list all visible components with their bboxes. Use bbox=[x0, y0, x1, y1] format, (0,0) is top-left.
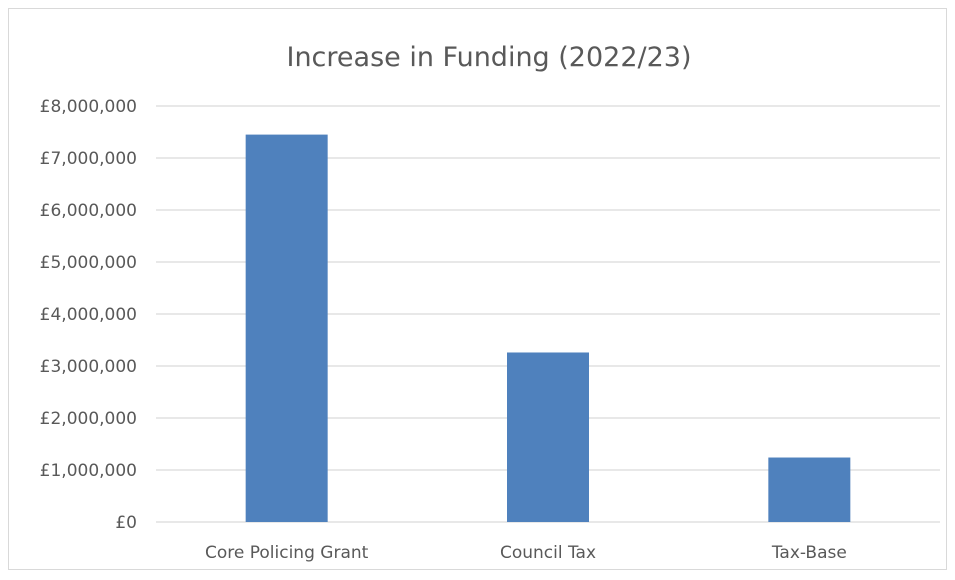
y-tick-label-2: £2,000,000 bbox=[40, 409, 137, 429]
y-tick-label-4: £4,000,000 bbox=[40, 305, 137, 325]
y-tick-label-1: £1,000,000 bbox=[40, 461, 137, 481]
y-tick-label-5: £5,000,000 bbox=[40, 253, 137, 273]
category-label-1: Council Tax bbox=[500, 543, 596, 563]
chart-title: Increase in Funding (2022/23) bbox=[286, 42, 691, 73]
y-tick-label-6: £6,000,000 bbox=[40, 201, 137, 221]
bar-1 bbox=[507, 352, 589, 522]
y-tick-label-7: £7,000,000 bbox=[40, 149, 137, 169]
bar-0 bbox=[245, 134, 328, 522]
bars bbox=[245, 134, 851, 522]
y-axis-tick-labels: £0 £1,000,000 £2,000,000 £3,000,000 £4,000,0… bbox=[40, 97, 137, 533]
y-tick-label-3: £3,000,000 bbox=[40, 357, 137, 377]
bar-2 bbox=[768, 457, 851, 522]
category-label-2: Tax-Base bbox=[771, 543, 847, 563]
category-label-0: Core Policing Grant bbox=[205, 543, 369, 563]
y-tick-label-8: £8,000,000 bbox=[40, 97, 137, 117]
x-axis-category-labels: Core Policing Grant Council Tax Tax-Base bbox=[205, 543, 847, 563]
y-tick-label-0: £0 bbox=[115, 513, 137, 533]
